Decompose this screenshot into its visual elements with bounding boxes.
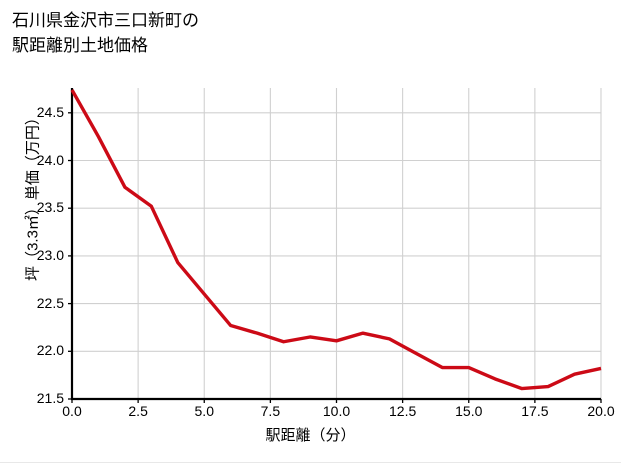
x-tick-label: 2.5 <box>128 403 148 419</box>
gridlines <box>71 88 602 400</box>
y-tick-label: 21.5 <box>36 390 64 406</box>
x-axis-label: 駅距離（分） <box>265 427 356 444</box>
y-tick-label: 22.0 <box>36 342 64 359</box>
data-line-series-0 <box>70 89 602 391</box>
y-tick-label: 23.0 <box>36 246 64 263</box>
y-tick-label: 22.5 <box>36 294 64 311</box>
y-tick-label: 23.5 <box>36 199 64 216</box>
footer-divider <box>0 462 621 463</box>
x-tick-label: 10.0 <box>322 403 351 419</box>
x-tick-label: 0.0 <box>62 403 82 419</box>
y-tick-label: 24.5 <box>36 103 64 120</box>
x-tick-label: 15.0 <box>455 403 483 419</box>
x-tick-label: 20.0 <box>587 403 615 419</box>
x-tick-label: 12.5 <box>389 403 417 419</box>
y-tick-label: 24.0 <box>36 151 64 168</box>
x-tick-label: 17.5 <box>521 403 549 419</box>
axis-ticks <box>68 112 602 403</box>
chart-title: 石川県金沢市三口新町の 駅距離別土地価格 <box>12 11 199 55</box>
x-tick-label: 7.5 <box>260 403 281 419</box>
x-tick-label: 5.0 <box>194 403 214 419</box>
